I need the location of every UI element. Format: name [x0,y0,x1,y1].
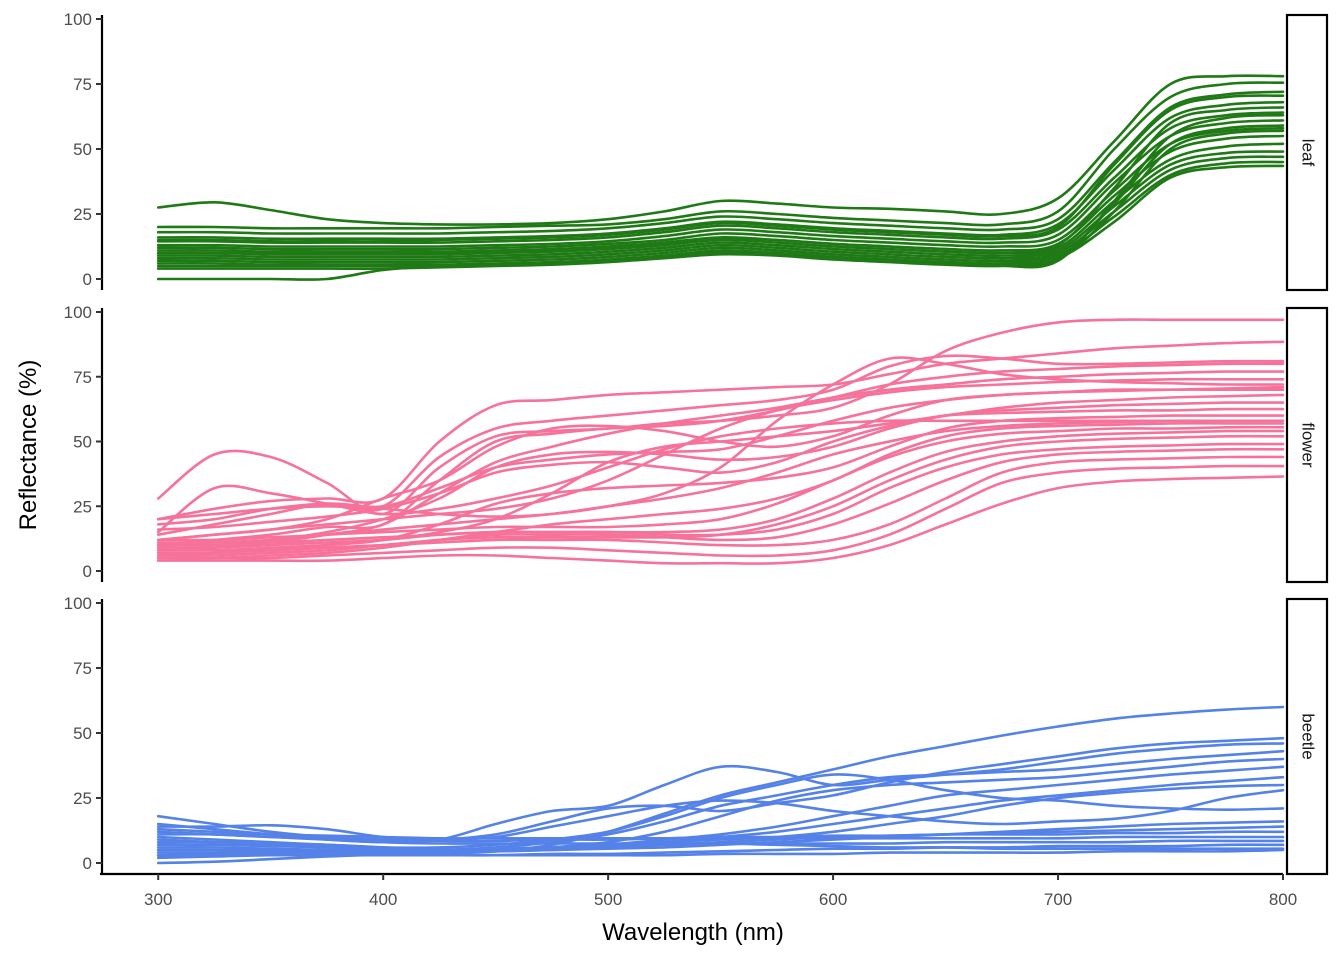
series-line-leaf-17 [156,106,1285,255]
series-line-leaf-14 [156,113,1285,270]
y-axis-title: Reflectance (%) [15,360,42,531]
series-line-flower-14 [156,429,1285,550]
series-line-flower-12 [156,422,1285,560]
facet-panel-leaf: 0 25 50 75 100 leaf [64,10,1329,292]
y-tick-label: 25 [73,205,92,224]
y-tick-label: 75 [73,659,92,678]
y-tick-label: 50 [73,140,92,159]
x-tick-label: 400 [369,890,397,909]
series-line-flower-22 [156,419,1285,534]
facet-strip [1285,13,1329,292]
x-axis-title: Wavelength (nm) [602,919,784,946]
series-line-flower-16 [156,442,1285,544]
series-line-flower-1 [156,340,1285,521]
series-line-leaf-0 [156,74,1285,226]
series-line-leaf-10 [156,155,1285,261]
x-axis: 300 400 500 600 700 800 [100,872,1297,909]
x-tick-label: 600 [819,890,847,909]
y-tick-label: 100 [64,10,92,29]
y-tick-label: 75 [73,368,92,387]
series-line-leaf-15 [156,94,1285,243]
series-group-beetle [156,705,1285,865]
series-line-leaf-11 [156,160,1285,264]
series-line-leaf-1 [156,81,1285,230]
y-tick-label: 75 [73,75,92,94]
facet-panel-flower: 0 25 50 75 100 flower [64,303,1329,584]
facet-strip [1285,597,1329,876]
series-line-flower-13 [156,425,1285,547]
series-line-beetle-17 [156,848,1285,860]
series-group-flower [156,318,1285,565]
y-tick-label: 0 [83,562,92,581]
series-line-beetle-8 [156,788,1285,841]
series-line-flower-19 [156,464,1285,560]
y-tick-label: 0 [83,270,92,289]
x-tick-label: 500 [594,890,622,909]
x-tick-label: 800 [1269,890,1297,909]
facet-strip-label: beetle [1299,713,1318,759]
series-line-leaf-16 [156,124,1285,268]
x-tick-label: 700 [1044,890,1072,909]
y-tick-label: 25 [73,497,92,516]
series-line-leaf-5 [156,119,1285,248]
series-group-leaf [156,74,1285,281]
series-line-beetle-9 [156,773,1285,849]
series-line-beetle-13 [156,827,1285,840]
y-tick-label: 50 [73,433,92,452]
y-tick-label: 25 [73,789,92,808]
facet-strip [1285,306,1329,584]
series-line-flower-23 [156,388,1285,542]
series-line-flower-10 [156,414,1285,552]
series-line-flower-17 [156,447,1285,557]
facet-panels: 0 25 50 75 100 leaf 0 25 50 75 100 flower 0 25 50 75 100… [64,10,1329,876]
series-line-beetle-16 [156,822,1285,851]
series-line-flower-8 [156,401,1285,547]
series-line-flower-20 [156,475,1285,565]
y-tick-label: 0 [83,854,92,873]
facet-strip-label: flower [1299,422,1318,468]
x-tick-label: 300 [144,890,172,909]
y-tick-label: 50 [73,724,92,743]
facet-panel-beetle: 0 25 50 75 100 beetle [64,594,1329,876]
y-tick-label: 100 [64,594,92,613]
series-line-flower-18 [156,455,1285,552]
series-line-leaf-2 [156,90,1285,235]
facet-strip-label: leaf [1299,139,1318,167]
y-tick-label: 100 [64,303,92,322]
